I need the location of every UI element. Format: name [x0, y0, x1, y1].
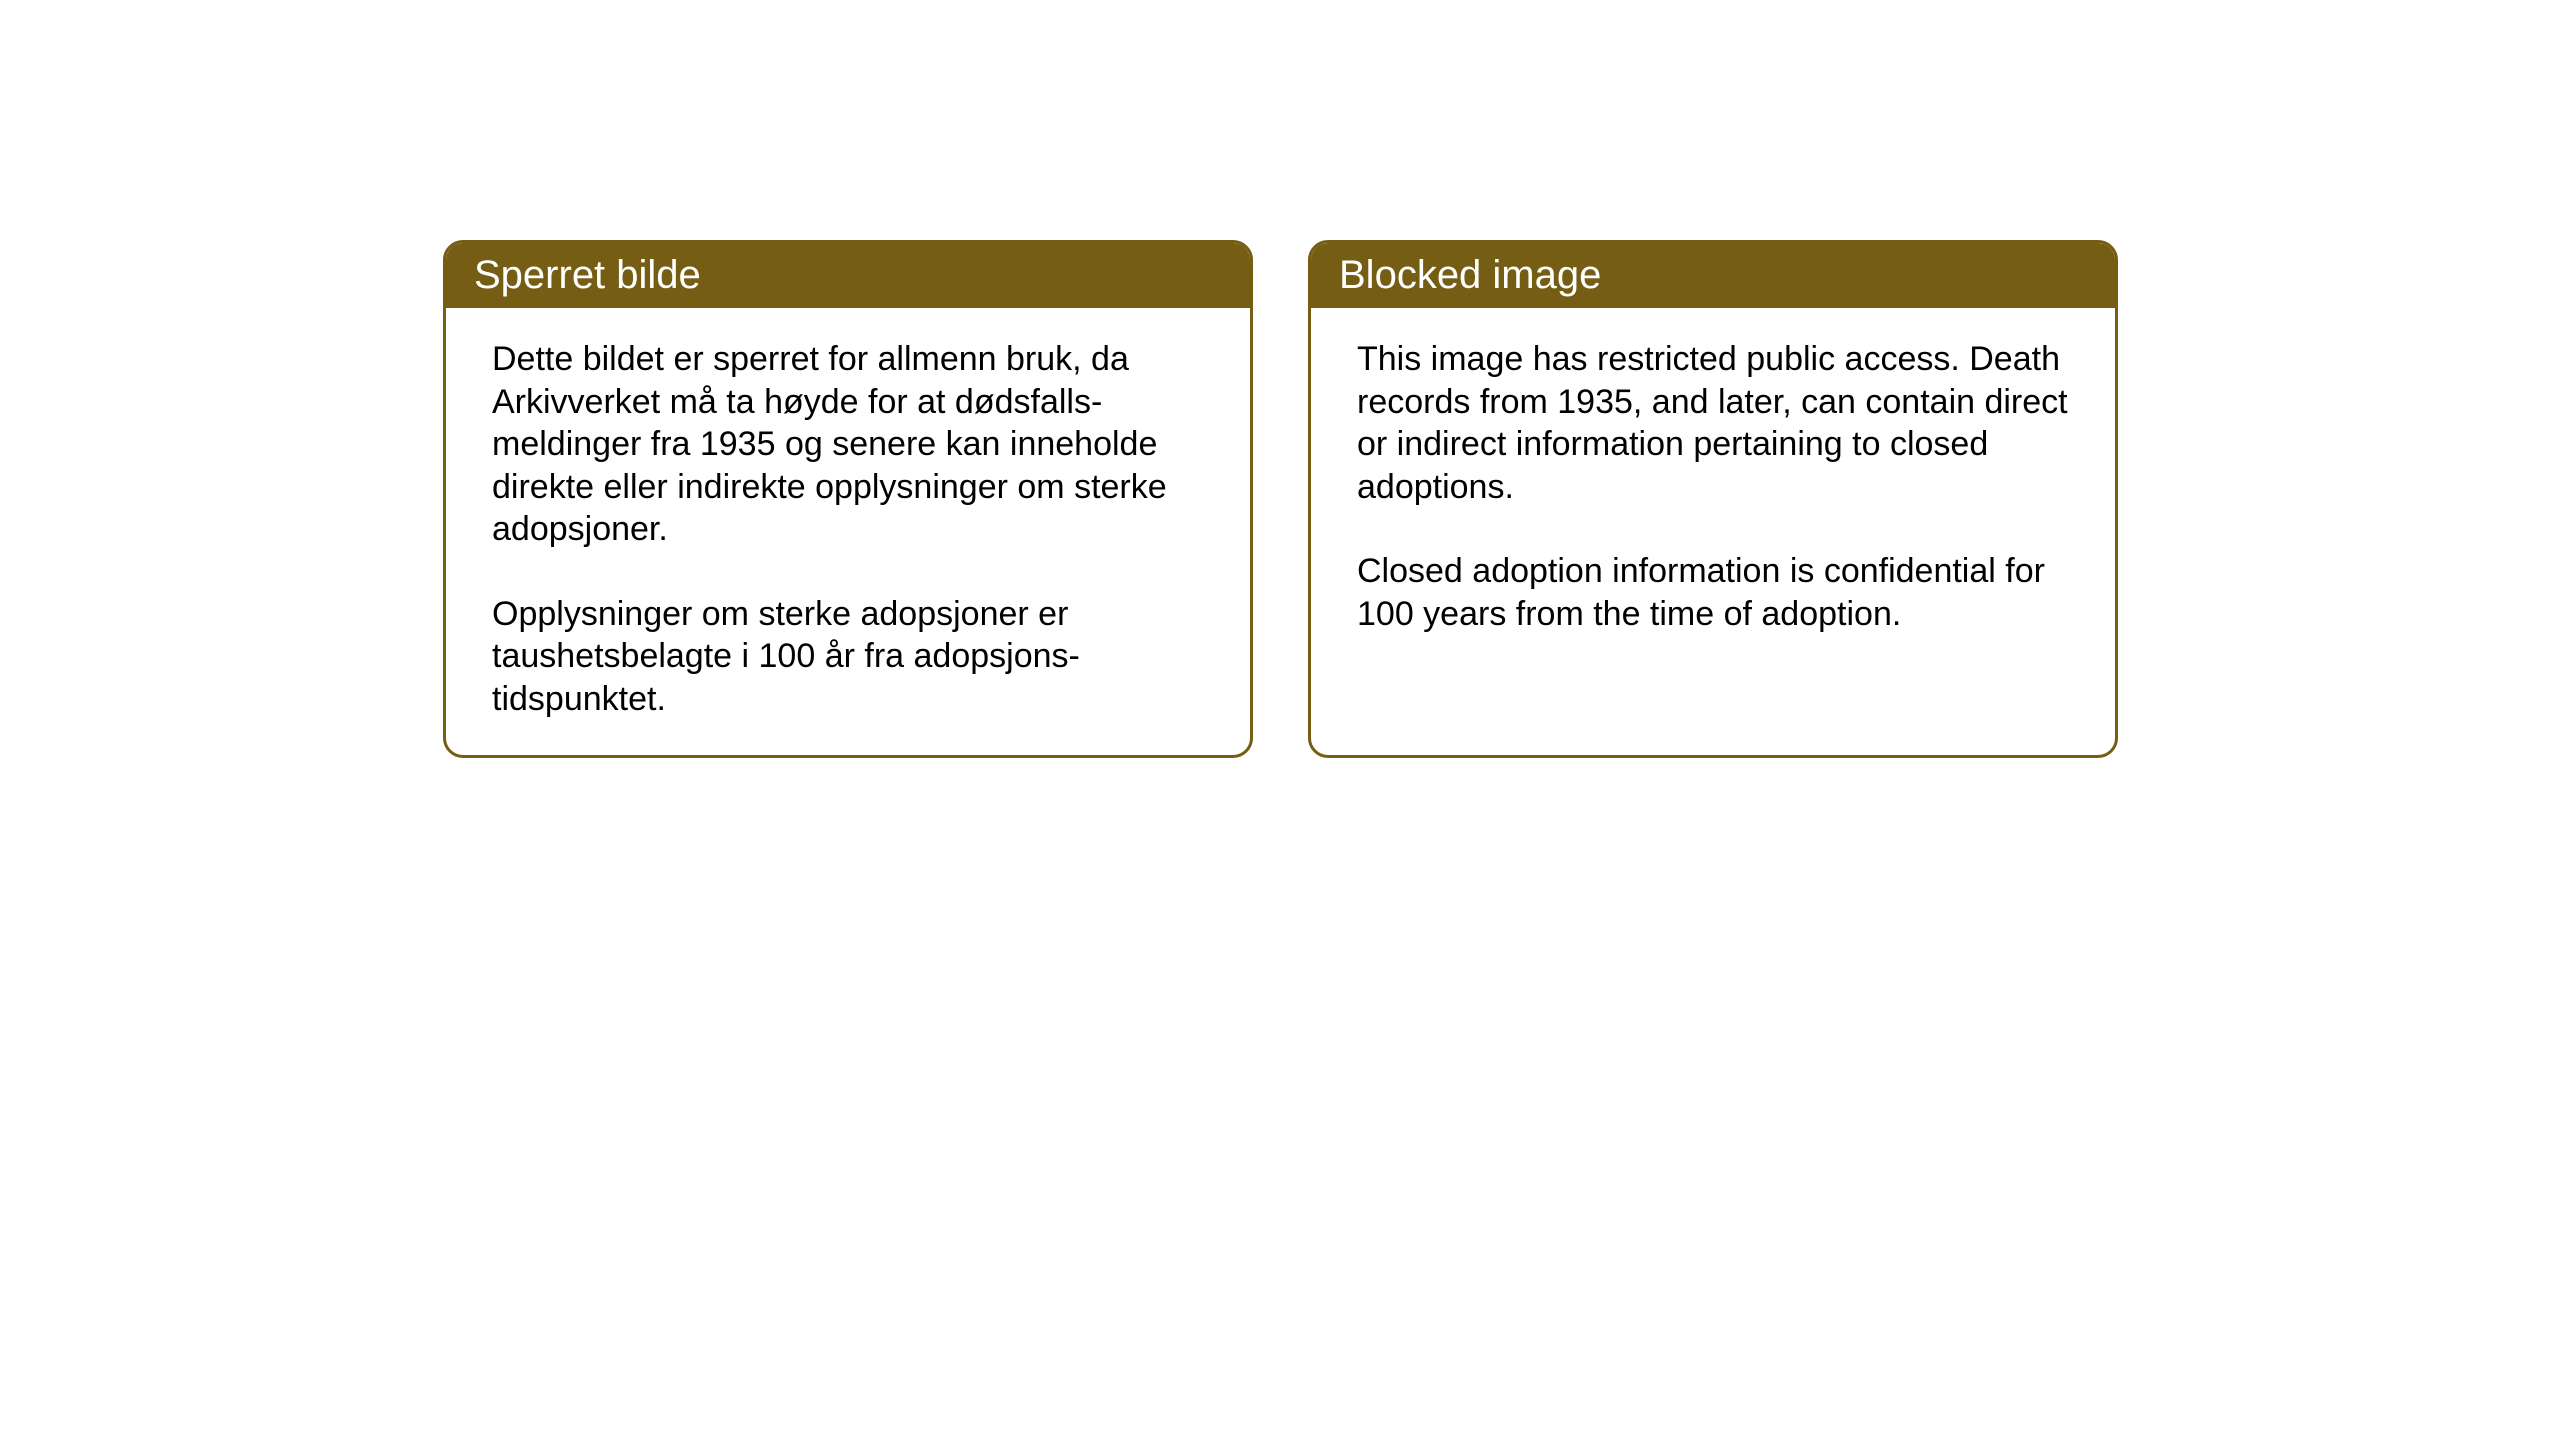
- card-paragraph1-english: This image has restricted public access.…: [1357, 338, 2085, 508]
- card-norwegian: Sperret bilde Dette bildet er sperret fo…: [443, 240, 1253, 758]
- card-body-english: This image has restricted public access.…: [1311, 308, 2115, 670]
- card-header-english: Blocked image: [1311, 243, 2115, 308]
- card-paragraph2-norwegian: Opplysninger om sterke adopsjoner er tau…: [492, 593, 1220, 721]
- cards-container: Sperret bilde Dette bildet er sperret fo…: [443, 240, 2118, 758]
- card-title-english: Blocked image: [1339, 253, 1601, 297]
- card-header-norwegian: Sperret bilde: [446, 243, 1250, 308]
- card-body-norwegian: Dette bildet er sperret for allmenn bruk…: [446, 308, 1250, 755]
- card-title-norwegian: Sperret bilde: [474, 253, 701, 297]
- card-paragraph1-norwegian: Dette bildet er sperret for allmenn bruk…: [492, 338, 1220, 551]
- card-paragraph2-english: Closed adoption information is confident…: [1357, 550, 2085, 635]
- card-english: Blocked image This image has restricted …: [1308, 240, 2118, 758]
